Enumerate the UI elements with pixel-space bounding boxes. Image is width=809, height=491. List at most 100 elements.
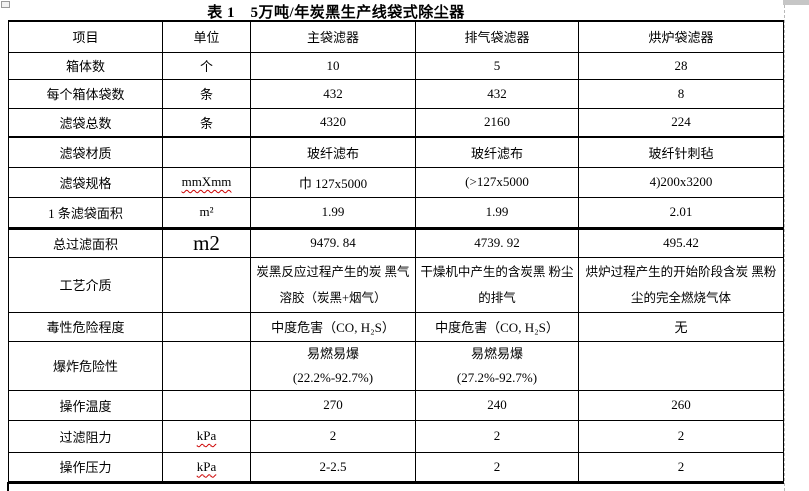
cell-line: (27.2%-92.7%) <box>456 369 538 385</box>
cell-unit[interactable]: 个 <box>162 51 251 80</box>
table-row: 每个箱体袋数 条 432 432 8 <box>8 78 784 109</box>
misspelled-unit: mmXmm <box>181 174 232 189</box>
row-label[interactable]: 滤袋规格 <box>8 166 163 198</box>
cell-line: (22.2%-92.7%) <box>292 369 374 385</box>
page-margin-guide <box>784 0 785 491</box>
cell-value[interactable]: 无 <box>578 311 784 342</box>
table-row: 操作压力 kPa 2-2.5 2 2 <box>8 451 784 483</box>
row-label[interactable]: 滤袋材质 <box>8 136 163 168</box>
cell-value[interactable]: 巾 127x5000 <box>250 166 416 198</box>
row-label[interactable]: 爆炸危险性 <box>8 340 163 391</box>
row-label[interactable]: 操作压力 <box>8 451 163 483</box>
cell-value[interactable] <box>578 340 784 391</box>
cell-line: 易燃易爆 <box>306 345 359 361</box>
table-row: 滤袋规格 mmXmm 巾 127x5000 (>127x5000 4)200x3… <box>8 166 784 198</box>
row-label[interactable]: 滤袋总数 <box>8 107 163 138</box>
row-label[interactable]: 1 条滤袋面积 <box>8 196 163 230</box>
cell-unit[interactable]: kPa <box>162 451 251 483</box>
cell-unit[interactable] <box>162 340 251 391</box>
cell-line: 尘的完全燃烧气体 <box>630 290 731 305</box>
cell-value[interactable]: 2-2.5 <box>250 451 416 483</box>
cell-value[interactable]: 2 <box>250 419 416 453</box>
misspelled-unit: kPa <box>196 428 217 443</box>
table-row: 过滤阻力 kPa 2 2 2 <box>8 419 784 453</box>
cell-line: 干燥机中产生的含炭黑 粉尘 <box>420 264 574 279</box>
cell-value[interactable]: 1.99 <box>415 196 579 230</box>
cell-value[interactable]: 易燃易爆 (22.2%-92.7%) <box>250 340 416 391</box>
cell-value[interactable]: 2 <box>578 451 784 483</box>
cell-value[interactable]: 9479. 84 <box>250 227 416 258</box>
cell-value[interactable]: 8 <box>578 78 784 109</box>
cell-value[interactable]: 4)200x3200 <box>578 166 784 198</box>
header-row: 项目 单位 主袋滤器 排气袋滤器 烘炉袋滤器 <box>8 20 784 53</box>
cell-line: 易燃易爆 <box>470 345 523 361</box>
col-header-exhaust-bag-filter[interactable]: 排气袋滤器 <box>415 20 579 53</box>
cell-value[interactable]: 玻纤滤布 <box>415 136 579 168</box>
table-row: 操作温度 270 240 260 <box>8 389 784 421</box>
cell-unit[interactable]: 条 <box>162 78 251 109</box>
cell-value[interactable]: 4320 <box>250 107 416 138</box>
cell-line: 烘炉过程产生的开始阶段含炭 黑粉 <box>585 264 777 279</box>
cell-value[interactable]: 2 <box>415 451 579 483</box>
table-row: 1 条滤袋面积 m² 1.99 1.99 2.01 <box>8 196 784 230</box>
large-unit-text: m2 <box>193 230 220 255</box>
cell-value[interactable]: 224 <box>578 107 784 138</box>
row-label[interactable]: 操作温度 <box>8 389 163 421</box>
cell-value[interactable]: 2 <box>578 419 784 453</box>
cell-unit[interactable]: m² <box>162 196 251 230</box>
cell-value[interactable]: 2 <box>415 419 579 453</box>
table-row: 爆炸危险性 易燃易爆 (22.2%-92.7%) 易燃易爆 (27.2%-92.… <box>8 340 784 391</box>
table-caption[interactable]: 表 1 5万吨/年炭黑生产线袋式除尘器 <box>207 5 465 21</box>
cell-value[interactable]: 10 <box>250 51 416 80</box>
row-label[interactable]: 毒性危险程度 <box>8 311 163 342</box>
page-edge-strip <box>783 0 809 5</box>
row-label[interactable]: 总过滤面积 <box>8 227 163 258</box>
cell-value[interactable]: 270 <box>250 389 416 421</box>
cell-value[interactable]: 260 <box>578 389 784 421</box>
cell-unit[interactable]: kPa <box>162 419 251 453</box>
cell-value[interactable]: 2.01 <box>578 196 784 230</box>
cell-value[interactable]: 中度危害（CO, H₂S） <box>250 311 416 342</box>
row-label[interactable]: 箱体数 <box>8 51 163 80</box>
row-label[interactable]: 过滤阻力 <box>8 419 163 453</box>
table-row: 滤袋材质 玻纤滤布 玻纤滤布 玻纤针刺毡 <box>8 136 784 168</box>
table-move-handle-icon[interactable] <box>1 1 10 8</box>
cell-unit[interactable] <box>162 256 251 313</box>
cell-value[interactable]: 烘炉过程产生的开始阶段含炭 黑粉 尘的完全燃烧气体 <box>578 256 784 313</box>
table-row: 箱体数 个 10 5 28 <box>8 51 784 80</box>
cell-value[interactable]: 易燃易爆 (27.2%-92.7%) <box>415 340 579 391</box>
table-row: 总过滤面积 m2 9479. 84 4739. 92 495.42 <box>8 227 784 258</box>
row-label[interactable]: 工艺介质 <box>8 256 163 313</box>
cell-value[interactable]: 432 <box>250 78 416 109</box>
cell-value[interactable]: (>127x5000 <box>415 166 579 198</box>
cell-value[interactable]: 干燥机中产生的含炭黑 粉尘 的排气 <box>415 256 579 313</box>
cell-value[interactable]: 2160 <box>415 107 579 138</box>
cell-unit[interactable] <box>162 136 251 168</box>
col-header-unit[interactable]: 单位 <box>162 20 251 53</box>
cell-value[interactable]: 432 <box>415 78 579 109</box>
cell-line: 溶胶（炭黑+烟气） <box>279 290 387 305</box>
cell-value[interactable]: 玻纤针刺毡 <box>578 136 784 168</box>
table-row: 毒性危险程度 中度危害（CO, H₂S） 中度危害（CO, H₂S） 无 <box>8 311 784 342</box>
row-label[interactable]: 每个箱体袋数 <box>8 78 163 109</box>
col-header-item[interactable]: 项目 <box>8 20 163 53</box>
cell-value[interactable]: 炭黑反应过程产生的炭 黑气 溶胶（炭黑+烟气） <box>250 256 416 313</box>
cell-value[interactable]: 240 <box>415 389 579 421</box>
cell-value[interactable]: 5 <box>415 51 579 80</box>
cell-value[interactable]: 28 <box>578 51 784 80</box>
text-cursor <box>7 482 9 491</box>
cell-value[interactable]: 4739. 92 <box>415 227 579 258</box>
cell-unit[interactable]: 条 <box>162 107 251 138</box>
cell-line: 的排气 <box>478 290 516 305</box>
cell-value[interactable]: 中度危害（CO, H₂S） <box>415 311 579 342</box>
cell-value[interactable]: 495.42 <box>578 227 784 258</box>
cell-unit[interactable]: m2 <box>162 227 251 258</box>
col-header-main-bag-filter[interactable]: 主袋滤器 <box>250 20 416 53</box>
table-row: 工艺介质 炭黑反应过程产生的炭 黑气 溶胶（炭黑+烟气） 干燥机中产生的含炭黑 … <box>8 256 784 313</box>
cell-unit[interactable] <box>162 389 251 421</box>
cell-unit[interactable]: mmXmm <box>162 166 251 198</box>
col-header-oven-bag-filter[interactable]: 烘炉袋滤器 <box>578 20 784 53</box>
cell-value[interactable]: 玻纤滤布 <box>250 136 416 168</box>
cell-value[interactable]: 1.99 <box>250 196 416 230</box>
cell-unit[interactable] <box>162 311 251 342</box>
